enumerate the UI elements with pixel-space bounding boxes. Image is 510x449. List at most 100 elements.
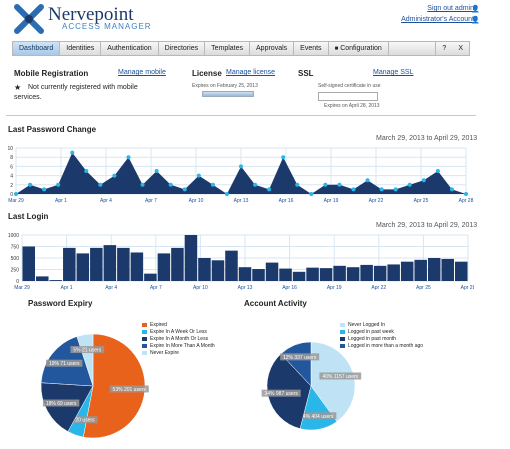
password-change-chart: 0 2 4 6 8 10 Mar 29 Apr 1 Apr 4 Apr 7 Apr 10 Apr 13… — [7, 146, 474, 204]
last-login-y-tick: 1000 — [8, 233, 19, 239]
last-login-x-tick: Apr 28 — [461, 285, 474, 291]
last-login-y-tick: 250 — [11, 268, 20, 274]
password-expiry-legend-label: Expire In A Month Or Less — [150, 335, 209, 342]
account-activity-legend-swatch — [340, 343, 345, 348]
last-login-range: March 29, 2013 to April 29, 2013 — [376, 222, 478, 229]
password-change-point — [140, 182, 145, 187]
tab-events[interactable]: Events — [294, 42, 329, 55]
password-expiry-legend-item: Expire In A Month Or Less — [142, 335, 215, 342]
account-activity-label-box — [261, 389, 301, 397]
password-expiry-label: 53% 201 users — [113, 387, 147, 393]
account-activity-legend-label: Logged in more than a month ago — [348, 342, 424, 349]
last-login-y-tick: 750 — [11, 245, 20, 251]
password-expiry-legend: Expired Expire In A Week Or Less Expire In… — [142, 321, 215, 356]
bullet-icon: ★ — [14, 83, 22, 92]
last-login-bar — [117, 247, 130, 281]
account-activity-legend-swatch — [340, 322, 345, 327]
tab-directories[interactable]: Directories — [159, 42, 206, 55]
account-activity-title: Account Activity — [244, 299, 307, 308]
ssl-title: SSL — [298, 69, 314, 78]
ssl-expiry: Expires on April 28, 2013 — [324, 103, 380, 109]
account-activity-legend-swatch — [340, 336, 345, 341]
account-activity-legend-item: Never Logged In — [340, 321, 423, 328]
tab-identities[interactable]: Identities — [60, 42, 102, 55]
last-login-x-tick: Mar 29 — [14, 285, 30, 291]
password-expiry-label: 5% 20 users — [67, 418, 95, 424]
account-activity-label-box — [280, 353, 320, 361]
password-change-point — [239, 164, 243, 169]
last-login-bar — [387, 264, 400, 281]
password-change-point — [14, 192, 18, 196]
password-change-point — [42, 187, 47, 192]
user-icon: 👤 — [471, 6, 480, 13]
manage-mobile-link[interactable]: Manage mobile — [118, 69, 166, 76]
password-change-point — [435, 169, 440, 173]
gear-icon: ■ — [334, 46, 339, 52]
last-login-x-tick: Apr 19 — [327, 285, 342, 291]
password-expiry-legend-swatch — [142, 336, 147, 341]
last-login-x-tick: Apr 10 — [193, 285, 208, 291]
password-change-point — [28, 182, 33, 187]
last-login-y-tick: 0 — [16, 279, 19, 285]
account-activity-label-box — [297, 412, 337, 420]
account-activity-legend-item: Logged in more than a month ago — [340, 342, 423, 349]
password-change-x-tick: Apr 22 — [369, 198, 384, 204]
last-login-y-tick: 500 — [11, 256, 20, 262]
license-title: License — [192, 69, 222, 78]
password-expiry-legend-swatch — [142, 350, 147, 355]
password-change-point — [421, 178, 426, 183]
password-expiry-legend-item: Expire In More Than A Month — [142, 342, 215, 349]
password-expiry-pie: 53% 201 users 5% 20 users 18% 69 users 19% … — [40, 333, 149, 439]
password-change-x-tick: Apr 28 — [459, 198, 474, 204]
close-button[interactable]: X — [458, 45, 463, 52]
last-login-bar — [22, 246, 36, 281]
help-button[interactable]: ? — [435, 42, 452, 55]
password-change-y-tick: 8 — [10, 155, 13, 161]
tab-dashboard[interactable]: Dashboard — [13, 42, 61, 55]
last-login-bar — [171, 247, 184, 281]
password-expiry-label-box — [46, 359, 83, 367]
manage-ssl-link[interactable]: Manage SSL — [373, 69, 414, 76]
manage-license-link[interactable]: Manage license — [226, 69, 276, 76]
last-login-x-tick: Apr 16 — [282, 285, 297, 291]
mobile-title: Mobile Registration — [14, 69, 89, 78]
last-login-bar — [454, 261, 468, 281]
tab-templates[interactable]: Templates — [205, 42, 251, 55]
password-change-point — [98, 182, 103, 187]
password-change-point — [351, 187, 356, 192]
account-activity-label: 12% 337 users — [283, 355, 317, 361]
password-expiry-legend-swatch — [142, 329, 147, 334]
password-expiry-legend-label: Expire In A Week Or Less — [150, 328, 207, 335]
password-change-x-tick: Apr 16 — [279, 198, 294, 204]
last-login-bar — [184, 235, 198, 281]
password-change-x-tick: Mar 29 — [8, 198, 24, 204]
last-login-x-tick: Apr 7 — [150, 285, 162, 291]
password-expiry-label-box — [63, 416, 98, 424]
password-change-point — [379, 187, 384, 192]
last-login-bar — [252, 269, 265, 281]
license-expiry: Expires on February 25, 2013 — [192, 83, 258, 89]
last-login-bar — [63, 247, 76, 281]
tab-approvals[interactable]: Approvals — [250, 42, 295, 55]
password-expiry-legend-swatch — [142, 343, 147, 348]
account-link[interactable]: Administrator's Account — [401, 16, 474, 23]
last-login-bar — [76, 253, 90, 281]
password-change-point — [267, 187, 272, 192]
password-change-point — [224, 192, 229, 196]
last-login-bar — [441, 258, 454, 281]
password-expiry-title: Password Expiry — [28, 299, 93, 308]
ssl-box — [318, 92, 378, 101]
password-expiry-label: 18% 69 users — [46, 401, 77, 407]
password-change-point — [407, 182, 412, 187]
app-logo: Nervepoint ACCESS MANAGER — [14, 4, 184, 34]
account-activity-pie: 40% 1157 users 14% 404 users 34% 987 users… — [261, 341, 362, 431]
sign-out-link[interactable]: Sign out admin — [427, 5, 474, 12]
mobile-status: Not currently registered with mobile ser… — [14, 84, 138, 101]
tab-authentication[interactable]: Authentication — [101, 42, 159, 55]
last-login-bar — [292, 271, 306, 281]
last-login-bar — [225, 250, 238, 281]
tab-configuration[interactable]: ■ Configuration — [329, 42, 389, 55]
password-change-point — [182, 187, 187, 192]
app-name: Nervepoint — [48, 4, 134, 25]
password-change-point — [337, 182, 342, 187]
